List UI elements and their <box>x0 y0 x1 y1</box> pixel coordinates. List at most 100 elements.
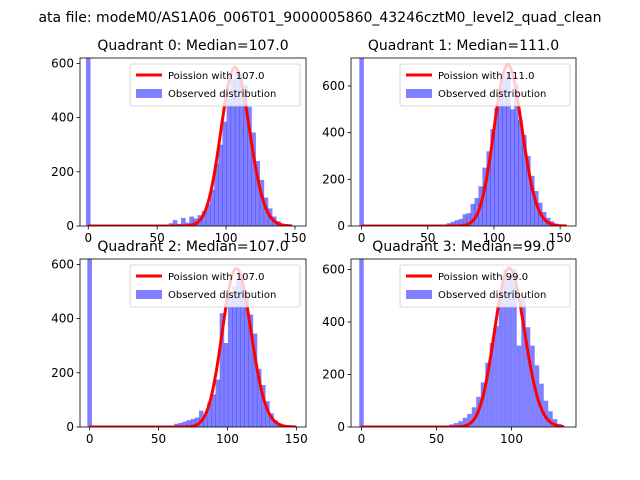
y-tick-label: 200 <box>51 366 74 380</box>
histogram-bar <box>247 106 252 226</box>
legend-bar-swatch <box>406 89 432 98</box>
histogram-bar <box>494 325 499 427</box>
histogram-bar <box>494 108 499 226</box>
histogram-bar <box>506 72 511 226</box>
histogram-bar <box>534 191 539 226</box>
histogram-bar <box>458 219 464 226</box>
histogram-bar <box>248 314 254 427</box>
poisson-curve <box>88 65 293 226</box>
y-tick-label: 400 <box>322 315 345 329</box>
poisson-curve <box>361 63 567 226</box>
histogram-bar <box>462 214 468 226</box>
histogram-bar <box>234 70 240 226</box>
histogram-bar <box>503 269 508 427</box>
x-tick-label: 100 <box>500 432 523 446</box>
legend-bar-swatch <box>406 290 432 299</box>
x-tick-label: 100 <box>216 432 239 446</box>
figure-title: ata file: modeM0/AS1A06_006T01_900000586… <box>38 10 601 26</box>
histogram-bar <box>502 76 507 226</box>
histogram-bar <box>514 83 519 226</box>
legend-label: Poission with 107.0 <box>168 272 264 283</box>
histogram-bar <box>214 163 219 226</box>
legend-label: Observed distribution <box>168 89 276 100</box>
histogram-bar <box>548 411 553 427</box>
x-tick-label: 100 <box>215 231 238 245</box>
histogram-bar <box>194 417 200 427</box>
subplot-quadrant-0: Quadrant 0: Median=107.0 0 50 100 150 0 200 400… <box>51 38 306 245</box>
y-tick-label: 400 <box>51 111 74 125</box>
axes-frame <box>79 57 307 227</box>
legend-bar-swatch <box>136 290 162 299</box>
histogram-bar <box>226 98 232 226</box>
histogram-bar <box>85 58 91 226</box>
histogram-bar <box>243 85 248 226</box>
histogram-bar <box>87 259 92 427</box>
y-tick-label: 600 <box>51 257 74 271</box>
histogram-bar <box>255 160 261 226</box>
histogram-bar <box>210 189 215 226</box>
histogram-bar <box>453 423 459 427</box>
histogram-bar <box>521 298 526 427</box>
legend: Poission with 99.0 Observed distribution <box>399 264 571 308</box>
histogram-bar <box>190 418 196 427</box>
histogram-bar <box>172 220 178 226</box>
histogram-bar <box>516 345 522 427</box>
histogram-bar <box>486 151 491 226</box>
y-tick-label: 600 <box>51 56 74 70</box>
subplot-title: Quadrant 3: Median=99.0 <box>372 239 554 255</box>
y-tick-label: 400 <box>322 126 345 140</box>
histogram-bar <box>269 413 274 427</box>
histogram-bar <box>259 179 265 226</box>
y-tick-label: 0 <box>66 420 74 434</box>
histogram-bar <box>522 135 527 226</box>
x-tick-label: 0 <box>358 432 366 446</box>
histogram-bar <box>261 385 266 427</box>
histogram-bar <box>244 296 250 427</box>
subplot-quadrant-3: Quadrant 3: Median=99.0 0 50 100 0 200 400 600 P… <box>322 239 577 446</box>
histogram-bar <box>518 119 523 226</box>
histogram-bar <box>466 213 472 226</box>
y-tick-label: 600 <box>322 79 345 93</box>
x-tick-label: 150 <box>284 231 307 245</box>
histogram-bar <box>207 402 212 427</box>
subplot-quadrant-1: Quadrant 1: Median=111.0 0 50 100 150 0 200 400… <box>322 38 577 245</box>
histogram-bar <box>219 313 225 427</box>
histogram-bar <box>470 203 476 226</box>
x-tick-label: 50 <box>429 432 444 446</box>
histogram-bar <box>230 78 236 226</box>
subplot-title: Quadrant 2: Median=107.0 <box>97 239 288 255</box>
histogram-bar <box>498 88 503 226</box>
legend-bar-swatch <box>136 89 162 98</box>
histogram-bar <box>236 279 241 427</box>
histogram-bar <box>507 276 513 427</box>
legend: Poission with 111.0 Observed distribution <box>399 63 571 107</box>
subplot-title: Quadrant 0: Median=107.0 <box>97 38 288 54</box>
subplot-quadrant-2: Quadrant 2: Median=107.0 0 50 100 150 0 200 400… <box>51 239 308 446</box>
x-tick-label: 50 <box>420 231 435 245</box>
histogram-bar <box>359 58 364 226</box>
histogram-bar <box>227 294 233 427</box>
histogram-bar <box>211 394 216 427</box>
histogram-bar <box>482 167 487 226</box>
histogram-bar <box>218 144 223 226</box>
histogram-bar <box>232 286 237 427</box>
x-tick-label: 0 <box>358 231 366 245</box>
histogram-bar <box>201 211 207 226</box>
histogram-bar <box>203 414 208 427</box>
histogram-bar <box>498 294 504 427</box>
legend-label: Observed distribution <box>168 290 276 301</box>
axes-frame <box>350 258 577 428</box>
axes-frame <box>79 258 307 428</box>
legend-label: Observed distribution <box>438 290 546 301</box>
y-tick-label: 200 <box>322 172 345 186</box>
y-tick-label: 0 <box>337 219 345 233</box>
histogram-bar <box>252 333 258 427</box>
histogram-bar <box>215 379 221 427</box>
histogram-bar <box>265 401 270 427</box>
legend: Poission with 107.0 Observed distribution <box>129 264 301 308</box>
histogram-bar <box>251 132 256 226</box>
legend-label: Poission with 99.0 <box>438 272 528 283</box>
histogram-bar <box>182 421 188 427</box>
histogram-bar <box>489 343 495 427</box>
y-tick-label: 200 <box>51 165 74 179</box>
